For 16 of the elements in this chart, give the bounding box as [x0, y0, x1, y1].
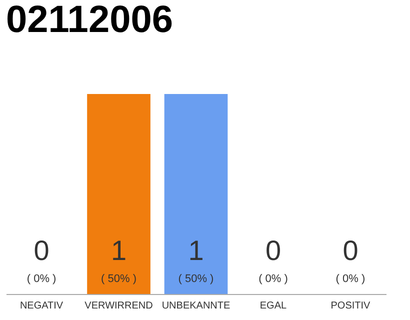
data-label: 1 — [110, 235, 127, 266]
annotation: ( 50% ) — [101, 273, 136, 285]
data-label: 0 — [265, 235, 282, 266]
x-tick-label: VERWIRREND — [84, 300, 153, 312]
annotation: ( 0% ) — [26, 273, 56, 285]
annotation: ( 0% ) — [258, 273, 288, 285]
x-tick-label: POSITIV — [330, 300, 371, 312]
annotation: ( 0% ) — [336, 273, 366, 285]
chart-title: 02112006 — [6, 0, 173, 41]
data-label: 0 — [34, 235, 50, 266]
x-tick-label: NEGATIV — [20, 300, 64, 312]
data-label: 1 — [188, 235, 204, 266]
annotation: ( 50% ) — [178, 273, 214, 285]
x-tick-label: UNBEKANNTE — [162, 300, 230, 312]
data-label: 0 — [342, 235, 358, 266]
x-tick-label: EGAL — [260, 300, 288, 312]
